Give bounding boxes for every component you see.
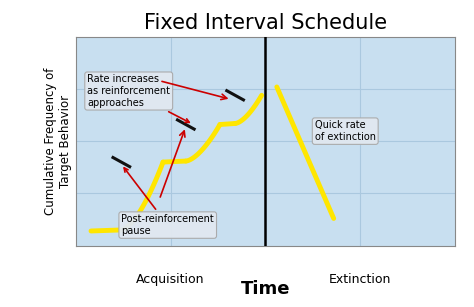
- Title: Fixed Interval Schedule: Fixed Interval Schedule: [144, 13, 387, 33]
- Text: Time: Time: [241, 280, 290, 298]
- Text: Acquisition: Acquisition: [137, 273, 205, 286]
- Text: Quick rate
of extinction: Quick rate of extinction: [315, 120, 376, 142]
- Text: Rate increases
as reinforcement
approaches: Rate increases as reinforcement approach…: [87, 74, 189, 122]
- Text: Post-reinforcement
pause: Post-reinforcement pause: [121, 168, 214, 236]
- Y-axis label: Cumulative Frequency of
Target Behavior: Cumulative Frequency of Target Behavior: [44, 68, 72, 215]
- Text: Extinction: Extinction: [329, 273, 392, 286]
